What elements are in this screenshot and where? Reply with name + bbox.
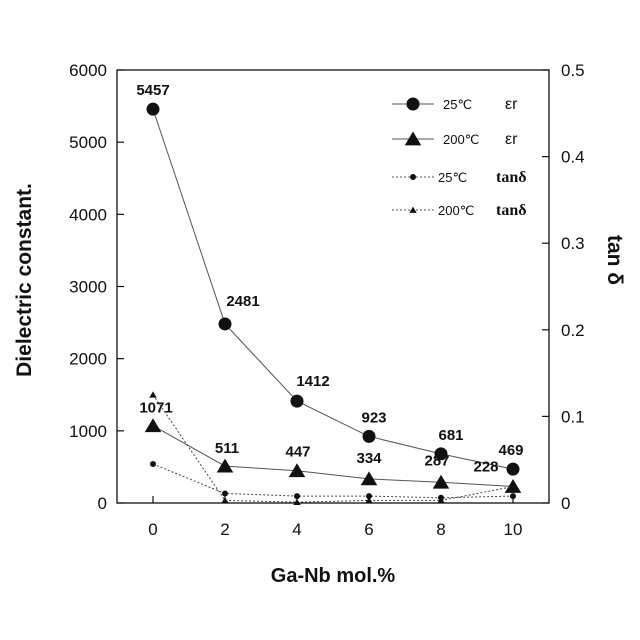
legend-label: tanδ [496, 202, 527, 219]
x-tick-label: 0 [148, 520, 157, 539]
y-tick-label: 2000 [69, 350, 107, 369]
legend-temperature: 200℃ [438, 203, 474, 218]
data-label: 228 [473, 459, 498, 476]
y2-tick-label: 0.3 [561, 234, 585, 253]
legend-marker-2 [410, 174, 416, 180]
data-label: 5457 [136, 82, 169, 99]
data-point-3-1 [221, 497, 228, 503]
data-label: 1071 [139, 400, 172, 417]
data-point-0-2 [291, 395, 304, 408]
data-point-2-2 [294, 493, 300, 499]
legend-temperature: 25℃ [438, 170, 467, 185]
data-point-0-3 [363, 430, 376, 443]
y2-tick-label: 0.1 [561, 407, 585, 426]
legend-marker-1 [405, 132, 422, 146]
data-point-3-0 [149, 391, 156, 397]
legend-label: tanδ [496, 169, 527, 186]
y2-tick-label: 0.5 [561, 61, 585, 80]
data-label: 334 [356, 450, 382, 467]
data-label: 1412 [296, 373, 329, 390]
data-point-0-1 [219, 317, 232, 330]
y2-axis-title: tan δ [603, 235, 626, 285]
y-tick-label: 0 [98, 494, 107, 513]
x-tick-label: 8 [436, 520, 445, 539]
data-point-2-0 [150, 461, 156, 467]
x-tick-label: 10 [504, 520, 523, 539]
y2-tick-label: 0 [561, 494, 570, 513]
data-point-1-0 [145, 418, 162, 432]
y2-tick-label: 0.2 [561, 321, 585, 340]
legend-marker-3 [409, 207, 416, 213]
data-point-2-1 [222, 490, 228, 496]
x-axis-title: Ga-Nb mol.% [271, 565, 396, 587]
legend-temperature: 25℃ [443, 97, 472, 112]
legend-marker-0 [407, 98, 420, 111]
x-tick-label: 4 [292, 520, 301, 539]
y-tick-label: 6000 [69, 61, 107, 80]
data-label: 447 [285, 444, 310, 461]
data-point-0-5 [507, 463, 520, 476]
data-label: 2481 [226, 293, 259, 310]
y2-tick-label: 0.4 [561, 148, 585, 167]
legend-label: εr [505, 131, 518, 148]
data-label: 923 [361, 409, 386, 426]
data-label: 681 [438, 427, 463, 444]
series-line-2 [153, 464, 513, 498]
legend-temperature: 200℃ [443, 132, 479, 147]
data-point-1-1 [217, 459, 234, 473]
data-label: 511 [215, 440, 239, 457]
x-tick-label: 6 [364, 520, 373, 539]
data-label: 287 [424, 452, 449, 469]
y-tick-label: 4000 [69, 205, 107, 224]
dielectric-chart: 0 1000 2000 3000 4000 5000 6000 0 0.1 0.2 0.3 0.4 0.… [0, 0, 640, 640]
x-tick-label: 2 [220, 520, 229, 539]
y-tick-label: 3000 [69, 278, 107, 297]
data-label: 469 [498, 442, 523, 459]
data-point-2-5 [510, 493, 516, 499]
series-line-3 [153, 395, 513, 502]
y-tick-label: 1000 [69, 422, 107, 441]
y-axis-title: Dielectric constant. [13, 183, 36, 377]
data-point-0-0 [147, 103, 160, 116]
series-line-0 [153, 109, 513, 469]
legend-label: εr [505, 96, 518, 113]
y-tick-label: 5000 [69, 133, 107, 152]
plot-frame [117, 70, 549, 503]
